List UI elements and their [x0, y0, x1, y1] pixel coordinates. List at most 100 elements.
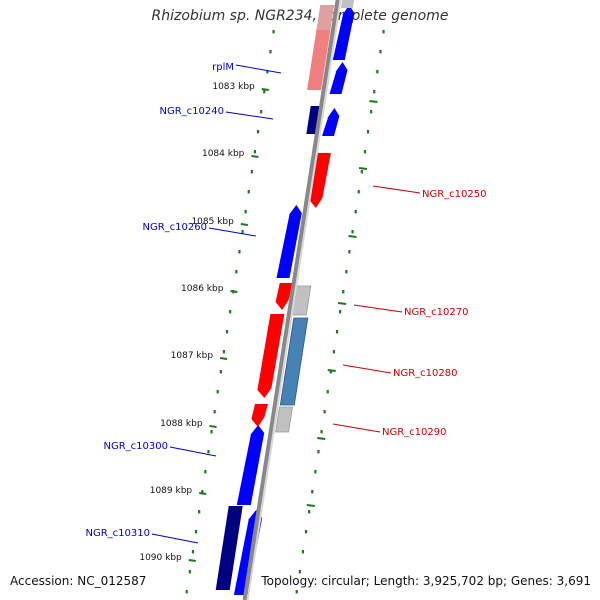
gene-label[interactable]: NGR_c10290: [332, 423, 447, 438]
backbone-line: [242, 0, 340, 600]
gene-name[interactable]: NGR_c10260: [143, 222, 208, 233]
gene-arrow: [316, 5, 335, 30]
kbp-tick: 1086 kbp: [181, 284, 238, 294]
gene-arrow: [275, 406, 293, 433]
gene-label[interactable]: NGR_c10310: [86, 528, 199, 544]
gene-label[interactable]: NGR_c10260: [143, 222, 257, 237]
map-title: Rhizobium sp. NGR234, complete genome: [151, 8, 449, 24]
grid-dot: [216, 390, 219, 394]
gene-name[interactable]: NGR_c10280: [393, 368, 458, 379]
grid-dot: [320, 430, 323, 434]
grid-dot: [379, 50, 382, 54]
kbp-tick-label: 1083 kbp: [212, 82, 255, 92]
grid-dot: [298, 570, 301, 574]
grid-tick: [348, 235, 357, 238]
grid-dot: [194, 530, 198, 534]
gene-name[interactable]: NGR_c10300: [104, 441, 169, 452]
grid-dot: [201, 490, 204, 494]
grid-dot: [314, 470, 317, 474]
leader-line: [225, 111, 274, 120]
grid-dot: [348, 250, 351, 254]
gene-arrow: [322, 108, 340, 136]
grid-tick: [358, 167, 368, 170]
leader-line: [332, 423, 381, 433]
kbp-tick: 1087 kbp: [171, 351, 228, 361]
gene-label[interactable]: NGR_c10280: [342, 364, 458, 379]
leader-line: [208, 227, 257, 237]
gene-arrow: [329, 62, 348, 94]
grid-dot: [332, 350, 336, 354]
gene-label[interactable]: NGR_c10270: [353, 304, 469, 318]
topology-summary: Topology: circular; Length: 3,925,702 bp…: [261, 574, 591, 588]
gene-label[interactable]: NGR_c10240: [160, 106, 274, 120]
accession-text: Accession: NC_012587: [10, 574, 147, 588]
leader-line: [353, 304, 403, 313]
grid-dot: [295, 590, 298, 594]
grid-dot: [222, 350, 226, 354]
grid-dot: [363, 150, 367, 154]
gene-arrow: [257, 314, 285, 398]
gene-label[interactable]: NGR_c10250: [372, 185, 487, 200]
grid-tick: [317, 437, 326, 440]
kbp-tick-label: 1086 kbp: [181, 284, 224, 294]
gene-arrow: [340, 0, 355, 8]
kbp-tick-label: 1088 kbp: [160, 419, 203, 429]
gene-name[interactable]: NGR_c10270: [404, 307, 469, 318]
grid-dot: [210, 430, 213, 434]
grid-dot: [269, 50, 272, 54]
kbp-tick: 1085 kbp: [191, 217, 248, 227]
kbp-tick-label: 1087 kbp: [171, 351, 214, 361]
leader-line: [169, 446, 217, 457]
grid-dot: [272, 30, 275, 34]
gene-label[interactable]: NGR_c10300: [104, 441, 217, 457]
grid-dot: [256, 130, 260, 134]
grid-dot: [335, 330, 339, 334]
gene-arrow: [236, 425, 265, 505]
kbp-tick: 1084 kbp: [202, 149, 259, 159]
grid-dot: [317, 450, 320, 454]
grid-dot: [329, 370, 332, 374]
grid-dot: [185, 590, 188, 594]
grid-tick: [338, 302, 347, 305]
grid-dot: [219, 370, 222, 374]
kbp-ticks: 1083 kbp 1084 kbp 1085 kbp 1086 kbp 1087 kbp…: [139, 82, 378, 563]
grid-dot: [235, 270, 238, 274]
gene-name[interactable]: NGR_c10250: [422, 189, 487, 200]
grid-dot: [326, 390, 329, 394]
grid-dot: [191, 550, 195, 554]
kbp-tick: 1090 kbp: [139, 553, 196, 563]
grid-dot: [301, 550, 305, 554]
grid-dot: [244, 210, 247, 214]
kbp-tick: 1089 kbp: [150, 486, 207, 496]
gene-arrow: [276, 205, 302, 278]
gene-name[interactable]: NGR_c10240: [160, 106, 225, 117]
gene-labels: rplM NGR_c10240 NGR_c10250 NGR_c10260 NGR_c1…: [86, 62, 487, 544]
grid-dot: [357, 190, 360, 194]
grid-tick: [306, 504, 315, 507]
grid-dot: [345, 270, 348, 274]
grid-dot: [213, 410, 216, 414]
gene-arrow: [251, 404, 268, 427]
leader-line: [151, 533, 199, 544]
grid-dot: [263, 90, 266, 94]
grid-dot: [198, 510, 201, 514]
genome-backbone: [242, 0, 342, 600]
grid-dot: [311, 490, 314, 494]
grid-dot: [188, 570, 191, 574]
gene-name[interactable]: NGR_c10310: [86, 528, 151, 539]
grid-dot: [204, 470, 207, 474]
kbp-tick-label: 1089 kbp: [150, 486, 193, 496]
grid-dot: [238, 250, 241, 254]
kbp-tick-label: 1085 kbp: [191, 217, 234, 227]
grid-dot: [247, 190, 250, 194]
grid-dot: [360, 170, 363, 174]
gene-arrow: [215, 506, 243, 590]
gene-label[interactable]: rplM: [212, 62, 282, 74]
gene-name[interactable]: rplM: [212, 62, 234, 73]
gene-name[interactable]: NGR_c10290: [382, 427, 447, 438]
backbone-line: [246, 0, 342, 600]
kbp-tick: 1083 kbp: [212, 82, 269, 92]
kbp-tick-label: 1084 kbp: [202, 149, 245, 159]
grid-dot: [373, 90, 376, 94]
